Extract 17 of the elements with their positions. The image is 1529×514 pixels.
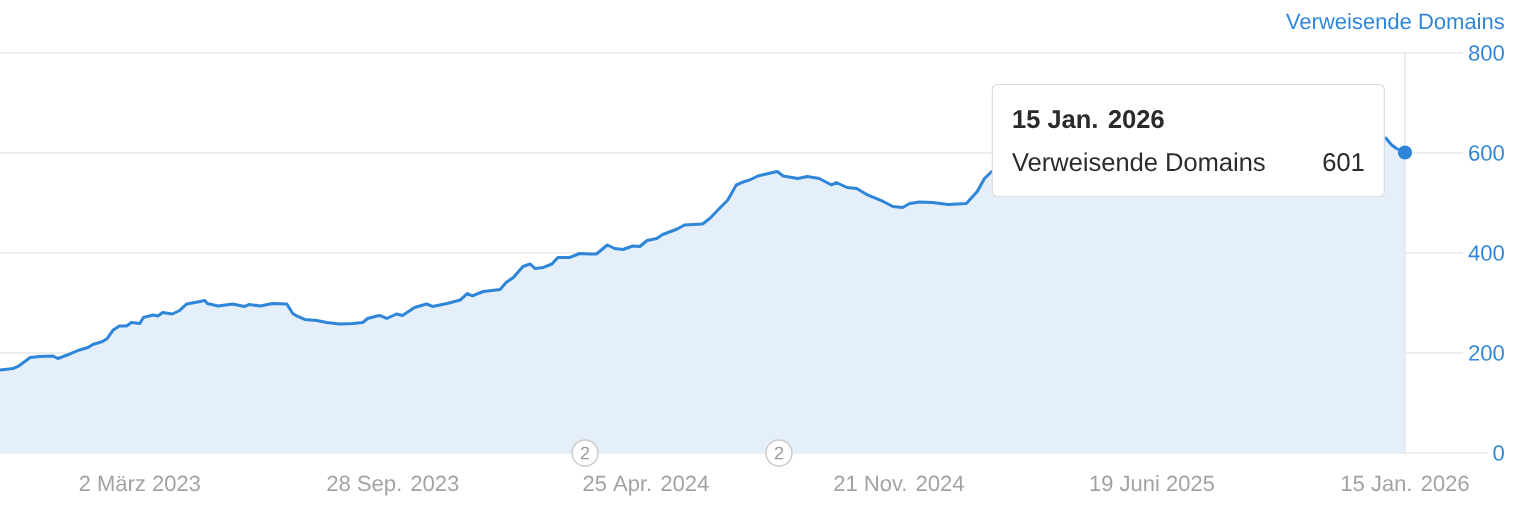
- y-tick-label: 0: [1493, 445, 1504, 461]
- series-label: Verweisende Domains: [1012, 152, 1265, 172]
- x-tick-label: 19 Juni 2025: [1090, 475, 1214, 492]
- y-tick-label: 800: [1469, 45, 1504, 61]
- y-tick-label: 200: [1469, 345, 1504, 361]
- x-tick-label: 2 März 2023: [79, 475, 200, 492]
- y-tick-label: 400: [1468, 245, 1504, 261]
- x-tick-label: 25 Apr. 2024: [583, 475, 709, 496]
- data-label: 601: [1323, 153, 1364, 172]
- text: Verweisende Domains: [1285, 13, 1504, 30]
- x-tick-label: 28 Sep. 2023: [327, 475, 459, 496]
- y-tick-label: 600: [1469, 145, 1504, 161]
- x-tick-label: 21 Nov. 2024: [834, 475, 964, 492]
- annotation: 2: [774, 446, 784, 460]
- annotation: 15 Jan. 2026: [1013, 110, 1164, 129]
- annotation: 2: [580, 446, 590, 460]
- x-tick-label: 15 Jan. 2026: [1342, 475, 1469, 492]
